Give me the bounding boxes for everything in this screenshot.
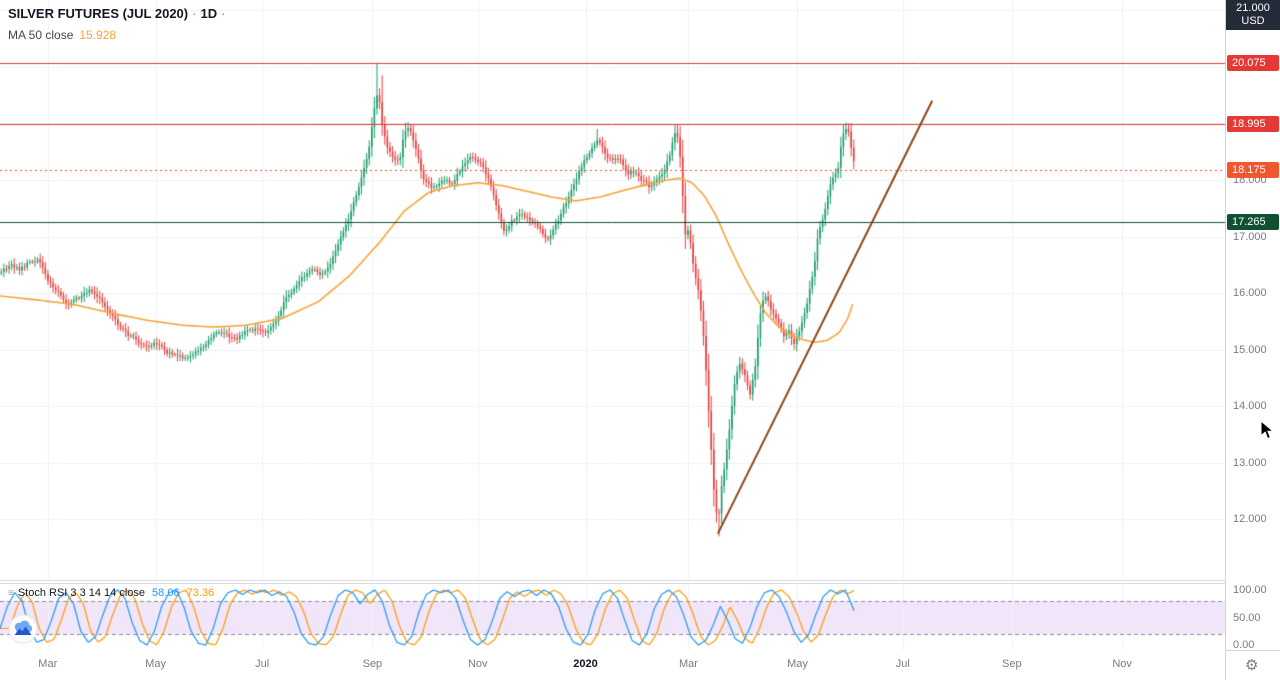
stoch-tick-label: 0.00 [1233,639,1255,651]
price-axis[interactable]: 21.000 USD 18.000 17.000 16.000 15.000 14.00… [1226,0,1280,651]
stoch-tick-label: 50.00 [1233,611,1261,624]
price-tick-label: 16.000 [1233,287,1267,300]
time-tick-label: Jul [255,658,270,670]
price-chart-canvas[interactable] [0,0,1225,580]
ma-value: 15.928 [79,28,117,42]
time-tick-label: Mar [38,658,58,670]
axis-vertical-divider [1225,0,1226,680]
separator-dot: · [192,6,197,21]
axis-currency-box: 21.000 USD [1226,0,1280,30]
settings-gear-icon[interactable]: ⚙ [1245,657,1259,674]
time-axis[interactable]: Mar May Jul Sep Nov 2020 Mar May Jul Sep Nov [0,650,1225,680]
time-tick-label: Jul [895,658,910,670]
stoch-label: Stoch RSI 3 3 14 14 close [17,587,146,599]
ma-legend-row[interactable]: MA 50 close 15.928 [8,28,229,42]
price-line-badge[interactable]: 18.175 [1227,162,1279,179]
stoch-k-value: 58.06 [152,587,180,599]
tradingview-logo[interactable] [8,614,38,649]
chart-legend: SILVER FUTURES (JUL 2020) · 1D · MA 50 clos… [8,6,229,42]
price-tick-label: 15.000 [1233,343,1267,356]
price-tick-label: 12.000 [1233,513,1267,526]
price-pane: SILVER FUTURES (JUL 2020) · 1D · MA 50 clos… [0,0,1225,580]
price-line-badge[interactable]: 17.265 [1227,213,1279,230]
interval-label[interactable]: 1D [200,6,218,21]
ma-label: MA 50 close [8,28,74,42]
price-tick-label: 13.000 [1233,456,1267,469]
time-tick-label: 2020 [573,658,598,670]
tradingview-logo-icon [8,614,38,644]
mouse-cursor-icon [1260,419,1275,445]
price-tick-label: 17.000 [1233,230,1267,243]
stoch-chart-canvas[interactable] [0,584,1225,650]
stoch-pane [0,584,1225,650]
stoch-legend-row[interactable]: ≡ Stoch RSI 3 3 14 14 close 58.06 73.36 [8,587,214,599]
time-tick-label: Nov [1112,658,1132,670]
pane-divider[interactable] [0,580,1225,584]
time-tick-label: Sep [1002,658,1022,670]
separator-dot: · [221,6,226,21]
time-tick-label: Sep [362,658,383,670]
axis-currency: USD [1241,15,1265,27]
time-tick-label: Nov [467,658,488,670]
price-tick-label: 14.000 [1233,400,1267,413]
indicator-menu-icon[interactable]: ≡ [8,588,14,599]
time-tick-label: Mar [678,658,698,670]
stoch-d-value: 73.36 [186,587,215,599]
stoch-tick-label: 100.00 [1233,584,1267,596]
time-tick-label: May [145,658,166,670]
symbol-title[interactable]: SILVER FUTURES (JUL 2020) [8,6,189,21]
axis-top-price: 21.000 [1236,2,1270,14]
price-line-badge[interactable]: 20.075 [1227,54,1279,71]
price-line-badge[interactable]: 18.995 [1227,115,1279,132]
symbol-title-row[interactable]: SILVER FUTURES (JUL 2020) · 1D · [8,6,229,21]
time-tick-label: May [787,658,808,670]
